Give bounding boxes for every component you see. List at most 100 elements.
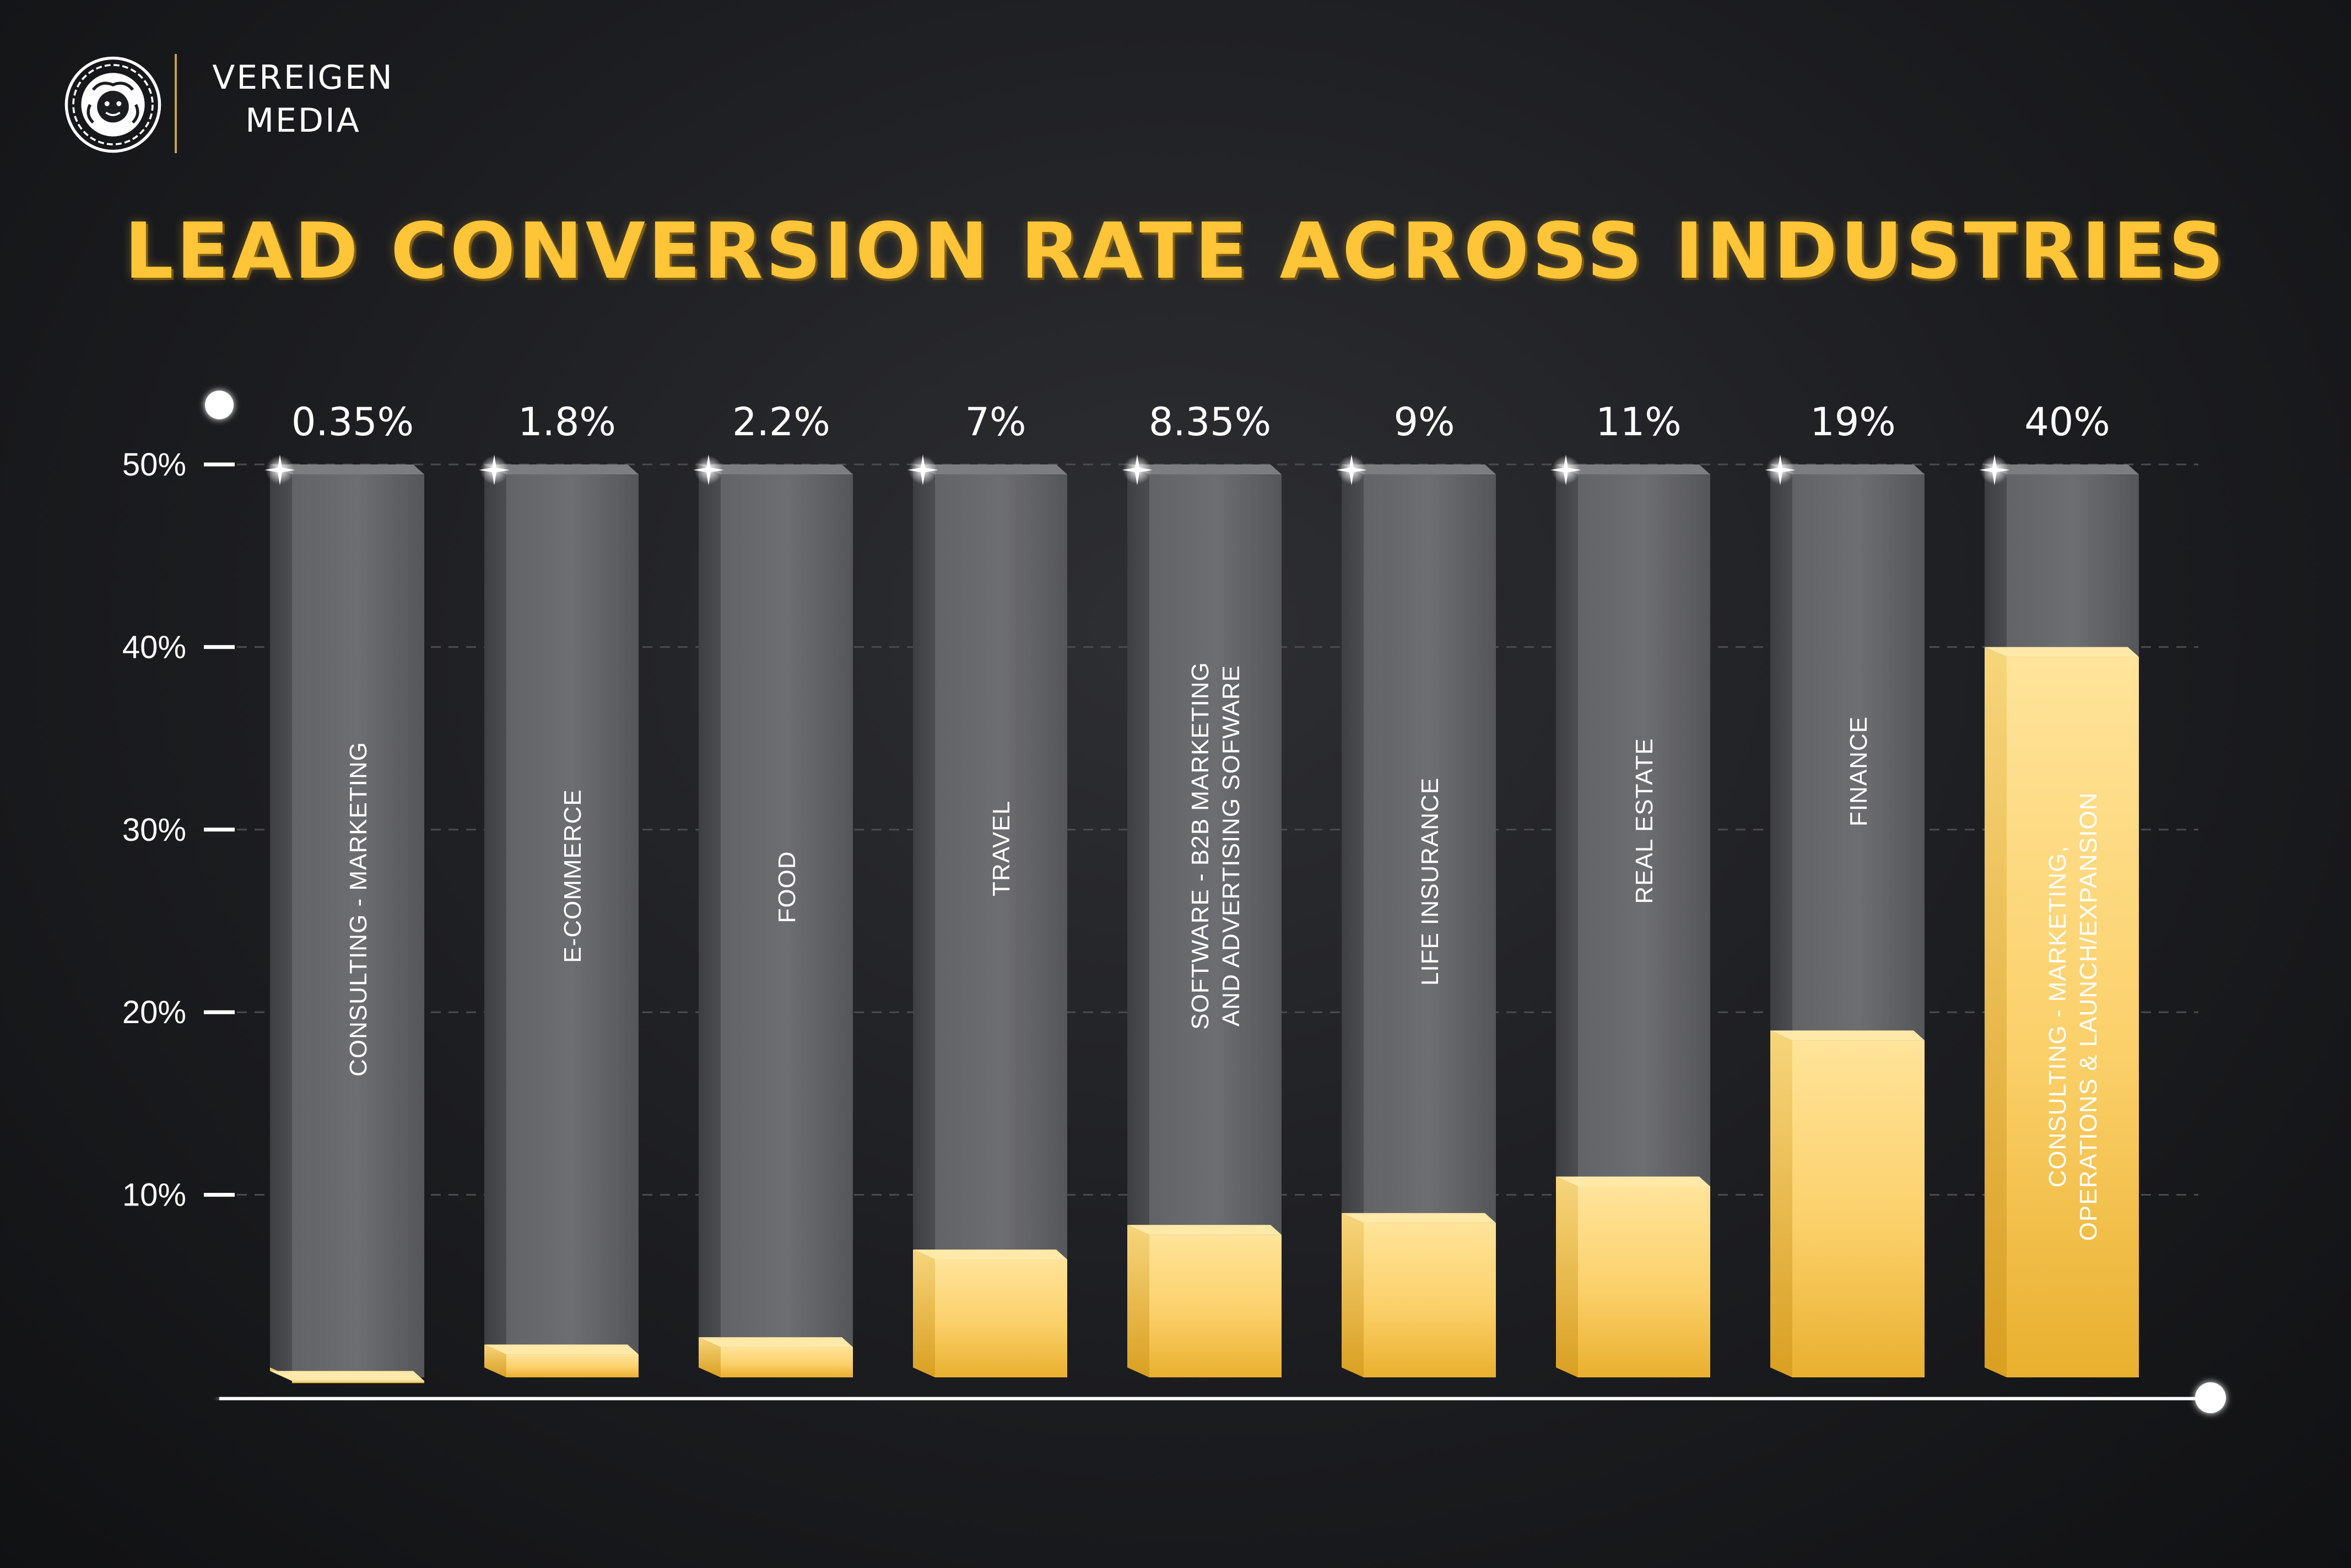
bar-value-side	[1127, 1225, 1149, 1377]
bar-value-side	[1770, 1030, 1792, 1377]
bar-group: 11% REAL ESTATE	[1550, 399, 1710, 1377]
bar-value-top	[1770, 1030, 1925, 1041]
x-tick-label: CONSULTING - MARKETING, OPERATIONS & LAUN…	[2044, 792, 2102, 1241]
brand-logo: VEREIGEN MEDIA	[63, 50, 405, 160]
sparkle-star	[693, 455, 724, 485]
x-tick-label-line: LIFE INSURANCE	[1417, 777, 1444, 986]
data-label: 8.35%	[1149, 399, 1271, 445]
bar-value-side	[699, 1337, 721, 1377]
y-tick-label: 10%	[122, 1177, 186, 1213]
x-tick-label-line: TRAVEL	[988, 801, 1015, 896]
sparkle-icon	[1122, 455, 1153, 485]
data-label: 1.8%	[518, 399, 616, 445]
x-tick-label-line: FOOD	[774, 851, 801, 923]
bar-value-top	[1985, 647, 2139, 657]
sparkle-star	[479, 455, 510, 485]
y-tick-label: 30%	[122, 812, 186, 848]
x-axis-end-dot	[2195, 1382, 2226, 1413]
brand-name-line2: MEDIA	[245, 101, 361, 140]
x-tick-label: LIFE INSURANCE	[1417, 777, 1444, 986]
sparkle-star	[1122, 455, 1153, 485]
sparkle-icon	[264, 455, 295, 485]
x-tick-label-line: FINANCE	[1845, 716, 1872, 826]
sparkle-icon	[693, 455, 724, 485]
bar-track-top	[1127, 464, 1282, 474]
bar-track-top	[1342, 464, 1496, 474]
sparkle-icon	[1550, 455, 1581, 485]
sparkle-star	[1765, 455, 1796, 485]
bar-group: 19% FINANCE	[1765, 399, 1925, 1377]
bar	[292, 1381, 424, 1383]
x-tick-label-line: OPERATIONS & LAUNCH/EXPANSION	[2075, 792, 2102, 1241]
x-tick-label-line: REAL ESTATE	[1631, 738, 1658, 904]
bar-group: 0.35% CONSULTING - MARKETING	[264, 399, 424, 1383]
bar-value-top	[699, 1337, 853, 1348]
axis-layer: 10% 20% 30% 40% 50%	[122, 391, 2226, 1413]
bar-track	[721, 474, 853, 1377]
y-tick-label: 50%	[122, 447, 186, 483]
sparkle-star	[1979, 455, 2010, 485]
y-axis-end-dot	[205, 391, 234, 419]
bar-group: 8.35% SOFTWARE - B2B MARKETING AND ADVERTI…	[1122, 399, 1282, 1377]
data-label: 9%	[1393, 399, 1455, 445]
data-label: 40%	[2024, 399, 2110, 445]
bar-group: 1.8% E-COMMERCE	[479, 399, 639, 1377]
bar-track-top	[1770, 464, 1925, 474]
sparkle-icon	[479, 455, 510, 485]
bar-value-top	[1342, 1213, 1496, 1223]
bar	[1792, 1040, 1925, 1377]
bar-track-top	[1985, 464, 2139, 474]
bar-group: 7% TRAVEL	[907, 399, 1067, 1377]
bar	[1578, 1186, 1710, 1377]
x-axis	[219, 1395, 2211, 1402]
bar-value-top	[270, 1371, 424, 1381]
bar-track-side	[913, 464, 935, 1377]
bar-track	[292, 474, 424, 1377]
bar-value-top	[1556, 1176, 1710, 1187]
x-tick-label: SOFTWARE - B2B MARKETING AND ADVERTISING …	[1187, 662, 1245, 1030]
bar-track	[935, 474, 1067, 1377]
sparkle-star	[264, 455, 295, 485]
data-label: 0.35%	[291, 399, 414, 445]
bar	[1149, 1235, 1282, 1377]
x-tick-label: CONSULTING - MARKETING	[345, 742, 372, 1077]
y-tick-label: 40%	[122, 629, 186, 665]
bar-track-side	[1127, 464, 1149, 1377]
sparkle-icon	[1765, 455, 1796, 485]
sparkle-icon	[1979, 455, 2010, 485]
x-tick-label-line: CONSULTING - MARKETING,	[2044, 845, 2071, 1187]
sparkle-star	[907, 455, 938, 485]
bar	[721, 1347, 853, 1377]
bars-layer: 0.35% CONSULTING - MARKETING 1.8% E-COMMERC…	[264, 399, 2139, 1383]
data-label: 19%	[1810, 399, 1896, 445]
bar-track-side	[1342, 464, 1364, 1377]
x-tick-label: TRAVEL	[988, 801, 1015, 896]
data-label: 7%	[965, 399, 1026, 445]
bar-track-side	[484, 464, 506, 1377]
sparkle-icon	[907, 455, 938, 485]
x-tick-label-line: CONSULTING - MARKETING	[345, 742, 372, 1077]
brand-name: VEREIGEN MEDIA	[187, 56, 419, 142]
bar-value-top	[1127, 1225, 1282, 1235]
brand-name-line1: VEREIGEN	[212, 58, 394, 97]
bar-track-side	[699, 464, 721, 1377]
sparkle-star	[1550, 455, 1581, 485]
data-label: 11%	[1596, 399, 1682, 445]
bar-track-top	[270, 464, 424, 474]
bar-value-side	[1556, 1176, 1578, 1377]
x-tick-label: FOOD	[774, 851, 801, 923]
bar-value-side	[913, 1250, 935, 1377]
bar-track-top	[484, 464, 639, 474]
bar-value-top	[484, 1344, 639, 1355]
bar-value-side	[1985, 647, 2007, 1377]
logo-divider	[175, 54, 177, 153]
bar	[1364, 1223, 1496, 1377]
bar-track-side	[1556, 464, 1578, 1377]
x-tick-label-line: SOFTWARE - B2B MARKETING	[1187, 662, 1214, 1030]
sparkle-icon	[1336, 455, 1367, 485]
medusa-emblem-icon	[64, 56, 161, 153]
bar-track-side	[270, 464, 292, 1377]
x-tick-label: E-COMMERCE	[559, 789, 586, 963]
bar-track-top	[913, 464, 1067, 474]
